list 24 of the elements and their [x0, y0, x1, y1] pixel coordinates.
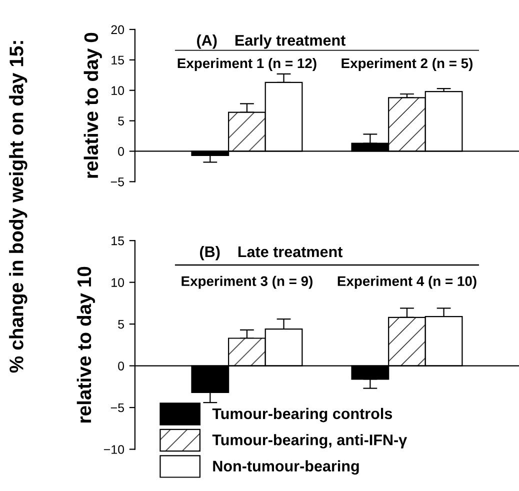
x-tick-label: Experiment 1 (n = 12)	[178, 58, 316, 71]
y-tick-label: 15	[112, 236, 124, 246]
legend-label: Non-tumour-bearing	[213, 460, 359, 475]
chart-title: (B) Late treatment	[200, 246, 343, 260]
y-tick-label: 5	[118, 116, 124, 126]
y-tick-label: 10	[112, 86, 124, 95]
x-tick-label: Experiment 4 (n = 10)	[338, 276, 476, 289]
y-tick-label: 5	[118, 320, 124, 329]
y-tick-label: 10	[112, 278, 124, 287]
y-tick-label: 0	[118, 362, 124, 370]
legend-label: Tumour-bearing, anti-IFN-γ	[212, 434, 408, 448]
x-tick-label: Experiment 2 (n = 5)	[342, 58, 472, 71]
chart-title: (A) Early treatment	[197, 34, 346, 49]
y-tick-label: −5	[110, 403, 124, 412]
y-tick-label: −10	[104, 445, 124, 454]
legend-label: Tumour-bearing controls	[212, 408, 392, 422]
y-axis-title: relative to day 10	[76, 266, 95, 423]
y-axis-title: relative to day 0	[84, 32, 102, 178]
text: % change in body weight on day 15:	[9, 41, 28, 373]
y-tick-label: −5	[110, 178, 124, 186]
y-tick-label: 20	[111, 25, 124, 34]
y-tick-label: 15	[112, 56, 124, 65]
x-tick-label: Experiment 3 (n = 9)	[182, 276, 312, 289]
y-tick-label: 0	[118, 147, 124, 156]
